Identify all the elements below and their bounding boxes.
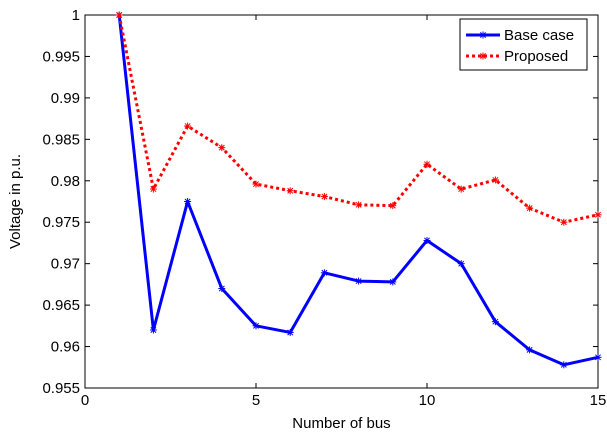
y-tick-label: 0.975 (42, 214, 80, 231)
data-point-proposed (218, 144, 226, 152)
y-tick-label: 0.96 (51, 339, 80, 356)
data-point-base-case (491, 318, 499, 326)
data-point-base-case (149, 326, 157, 334)
data-point-base-case (457, 260, 465, 268)
y-tick-label: 0.97 (51, 256, 80, 273)
data-point-base-case (423, 236, 431, 244)
axes: 0 5 10 15 0.955 0.96 0.965 0.97 0.975 0.98 0.985 0.… (42, 7, 606, 409)
legend: Base case Proposed (459, 18, 588, 71)
data-point-proposed (389, 202, 397, 210)
data-point-proposed (560, 218, 568, 226)
data-point-proposed (355, 201, 363, 209)
data-point-base-case (526, 346, 534, 354)
data-point-base-case (594, 353, 602, 361)
legend-marker-base-case (479, 31, 487, 39)
data-point-proposed (594, 211, 602, 219)
data-point-proposed (252, 180, 260, 188)
data-point-base-case (286, 328, 294, 336)
x-tick-label: 5 (252, 392, 260, 409)
series-layer (115, 11, 602, 369)
y-tick-label: 0.99 (51, 90, 80, 107)
x-tick-label: 15 (590, 392, 607, 409)
y-tick-label: 0.98 (51, 173, 80, 190)
legend-label-base-case: Base case (504, 27, 574, 44)
y-tick-label: 1 (72, 7, 80, 24)
data-point-proposed (115, 11, 123, 19)
x-axis-label: Number of bus (292, 415, 390, 432)
data-point-proposed (320, 193, 328, 201)
data-point-base-case (320, 269, 328, 277)
data-point-base-case (252, 322, 260, 330)
data-point-base-case (184, 198, 192, 205)
legend-label-proposed: Proposed (504, 48, 568, 65)
x-tick-label: 0 (81, 392, 89, 409)
data-point-proposed (491, 176, 499, 184)
data-point-proposed (457, 185, 465, 193)
legend-marker-proposed (479, 52, 487, 60)
data-point-proposed (423, 160, 431, 168)
y-tick-label: 0.955 (42, 380, 80, 397)
data-point-proposed (184, 122, 192, 130)
data-point-proposed (286, 187, 294, 195)
y-tick-label: 0.985 (42, 131, 80, 148)
data-point-base-case (560, 361, 568, 369)
y-axis-label: Voltage in p.u. (7, 154, 24, 249)
y-tick-label: 0.995 (42, 48, 80, 65)
data-point-proposed (526, 204, 534, 212)
x-tick-label: 10 (419, 392, 436, 409)
legend-box (459, 18, 588, 71)
data-point-proposed (149, 185, 157, 193)
y-tick-label: 0.965 (42, 297, 80, 314)
data-point-base-case (355, 277, 363, 285)
data-point-base-case (389, 278, 397, 286)
data-point-base-case (218, 285, 226, 293)
